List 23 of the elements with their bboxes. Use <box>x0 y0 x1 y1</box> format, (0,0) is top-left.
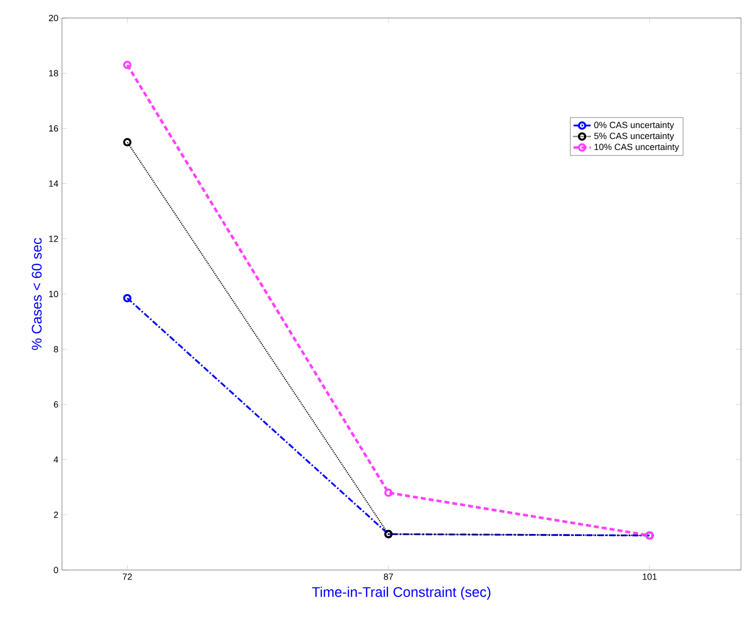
legend-label: 5% CAS uncertainty <box>594 132 674 141</box>
y-tick-label: 2 <box>54 512 58 518</box>
x-tick-label: 87 <box>384 574 393 580</box>
x-tick-label: 72 <box>122 574 132 580</box>
y-tick-label: 12 <box>49 236 58 242</box>
y-tick-label: 10 <box>49 290 58 298</box>
y-tick-label: 18 <box>49 70 58 76</box>
y-tick-label: 20 <box>48 14 58 22</box>
y-tick-label: 8 <box>54 346 58 352</box>
point <box>123 294 132 302</box>
point <box>123 60 132 70</box>
y-axis-title: % Cases < 60 sec <box>32 238 42 350</box>
point <box>123 138 132 146</box>
point <box>384 488 393 497</box>
x-tick-label: 101 <box>642 574 657 580</box>
legend-label: 0% CAS uncertainty <box>594 122 674 130</box>
y-tick-label: 0 <box>54 566 58 574</box>
x-axis-title: Time-in-Trail Constraint (sec) <box>312 586 490 600</box>
y-tick-label: 16 <box>49 125 58 132</box>
legend-label: 10% CAS uncertainty <box>594 143 680 152</box>
y-tick-label: 6 <box>54 401 58 408</box>
y-tick-label: 14 <box>49 180 58 187</box>
y-tick-label: 4 <box>54 456 58 463</box>
